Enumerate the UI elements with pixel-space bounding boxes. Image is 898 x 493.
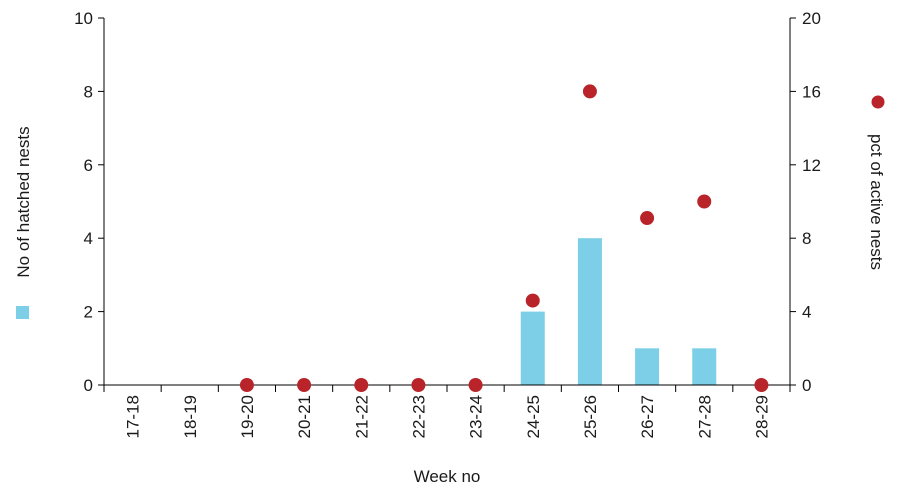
left-tick-label: 8: [84, 82, 93, 101]
right-tick-label: 20: [802, 9, 821, 28]
left-axis-title: No of hatched nests: [14, 126, 33, 277]
bar-26-27: [635, 348, 660, 385]
right-tick-label: 0: [802, 376, 811, 395]
x-tick-label: 28-29: [752, 395, 771, 438]
right-tick-label: 4: [802, 303, 811, 322]
dot-24-25: [525, 293, 540, 308]
dot-28-29: [754, 378, 769, 392]
x-tick-label: 20-21: [295, 395, 314, 438]
right-tick-label: 8: [802, 229, 811, 248]
dot-27-28: [697, 194, 712, 209]
dot-22-23: [411, 378, 426, 392]
dot-19-20: [239, 378, 254, 392]
x-tick-label: 17-18: [124, 395, 143, 438]
x-tick-label: 21-22: [352, 395, 371, 438]
left-tick-label: 2: [84, 303, 93, 322]
right-tick-label: 12: [802, 156, 821, 175]
left-tick-label: 0: [84, 376, 93, 395]
x-tick-label: 25-26: [581, 395, 600, 438]
bar-27-28: [692, 348, 717, 385]
bar-25-26: [577, 238, 602, 385]
left-tick-label: 10: [74, 9, 93, 28]
x-axis-title: Week no: [414, 467, 481, 486]
left-tick-label: 4: [84, 229, 93, 248]
x-tick-label: 24-25: [524, 395, 543, 438]
x-tick-label: 19-20: [238, 395, 257, 438]
x-tick-label: 23-24: [467, 395, 486, 438]
right-tick-label: 16: [802, 82, 821, 101]
right-legend-marker: [871, 95, 885, 109]
dot-25-26: [582, 84, 597, 99]
left-tick-label: 6: [84, 156, 93, 175]
dot-20-21: [297, 378, 312, 392]
dot-21-22: [354, 378, 369, 392]
dot-26-27: [640, 211, 655, 226]
x-tick-label: 27-28: [695, 395, 714, 438]
x-tick-label: 22-23: [409, 395, 428, 438]
right-axis-title: pct of active nests: [867, 134, 886, 270]
bar-24-25: [520, 311, 545, 385]
x-tick-label: 18-19: [181, 395, 200, 438]
dot-23-24: [468, 378, 483, 392]
left-legend-swatch: [16, 306, 29, 319]
x-tick-label: 26-27: [638, 395, 657, 438]
